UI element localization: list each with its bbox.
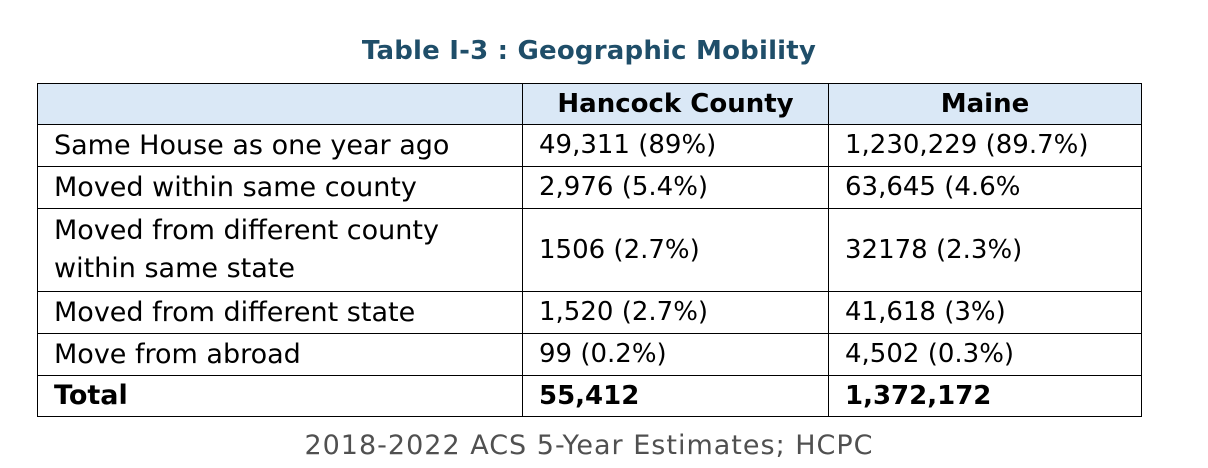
maine-value: 4,502 (0.3%) (828, 333, 1142, 376)
hancock-value: 1506 (2.7%) (522, 208, 829, 292)
table-title: Table I-3 : Geographic Mobility (361, 36, 817, 66)
header-blank (37, 83, 523, 125)
maine-value: 32178 (2.3%) (828, 208, 1142, 292)
table-header-row: Hancock County Maine (37, 83, 1142, 125)
total-row: Total 55,412 1,372,172 (37, 375, 1142, 417)
hancock-value: 2,976 (5.4%) (522, 166, 829, 209)
maine-total: 1,372,172 (828, 375, 1142, 417)
table-row: Move from abroad 99 (0.2%) 4,502 (0.3%) (37, 333, 1142, 376)
source-caption: 2018-2022 ACS 5-Year Estimates; HCPC (304, 430, 874, 461)
maine-value: 41,618 (3%) (828, 291, 1142, 334)
row-label: Move from abroad (37, 333, 523, 376)
header-hancock-county: Hancock County (522, 83, 829, 125)
table-row: Moved from different county within same … (37, 208, 1142, 292)
hancock-total: 55,412 (522, 375, 829, 417)
table-row: Same House as one year ago 49,311 (89%) … (37, 124, 1142, 167)
table-row: Moved from different state 1,520 (2.7%) … (37, 291, 1142, 334)
hancock-value: 99 (0.2%) (522, 333, 829, 376)
table-row: Moved within same county 2,976 (5.4%) 63… (37, 166, 1142, 209)
row-label: Moved within same county (37, 166, 523, 209)
total-label: Total (37, 375, 523, 417)
maine-value: 1,230,229 (89.7%) (828, 124, 1142, 167)
row-label: Same House as one year ago (37, 124, 523, 167)
row-label: Moved from different county within same … (37, 208, 523, 292)
maine-value: 63,645 (4.6% (828, 166, 1142, 209)
hancock-value: 1,520 (2.7%) (522, 291, 829, 334)
header-maine: Maine (828, 83, 1142, 125)
hancock-value: 49,311 (89%) (522, 124, 829, 167)
geographic-mobility-table: Hancock County Maine Same House as one y… (37, 83, 1142, 417)
row-label: Moved from different state (37, 291, 523, 334)
